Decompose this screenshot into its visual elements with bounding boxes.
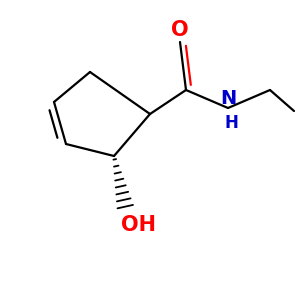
Text: H: H — [224, 114, 238, 132]
Text: O: O — [171, 20, 189, 40]
Text: OH: OH — [121, 215, 155, 235]
Text: N: N — [220, 89, 236, 109]
